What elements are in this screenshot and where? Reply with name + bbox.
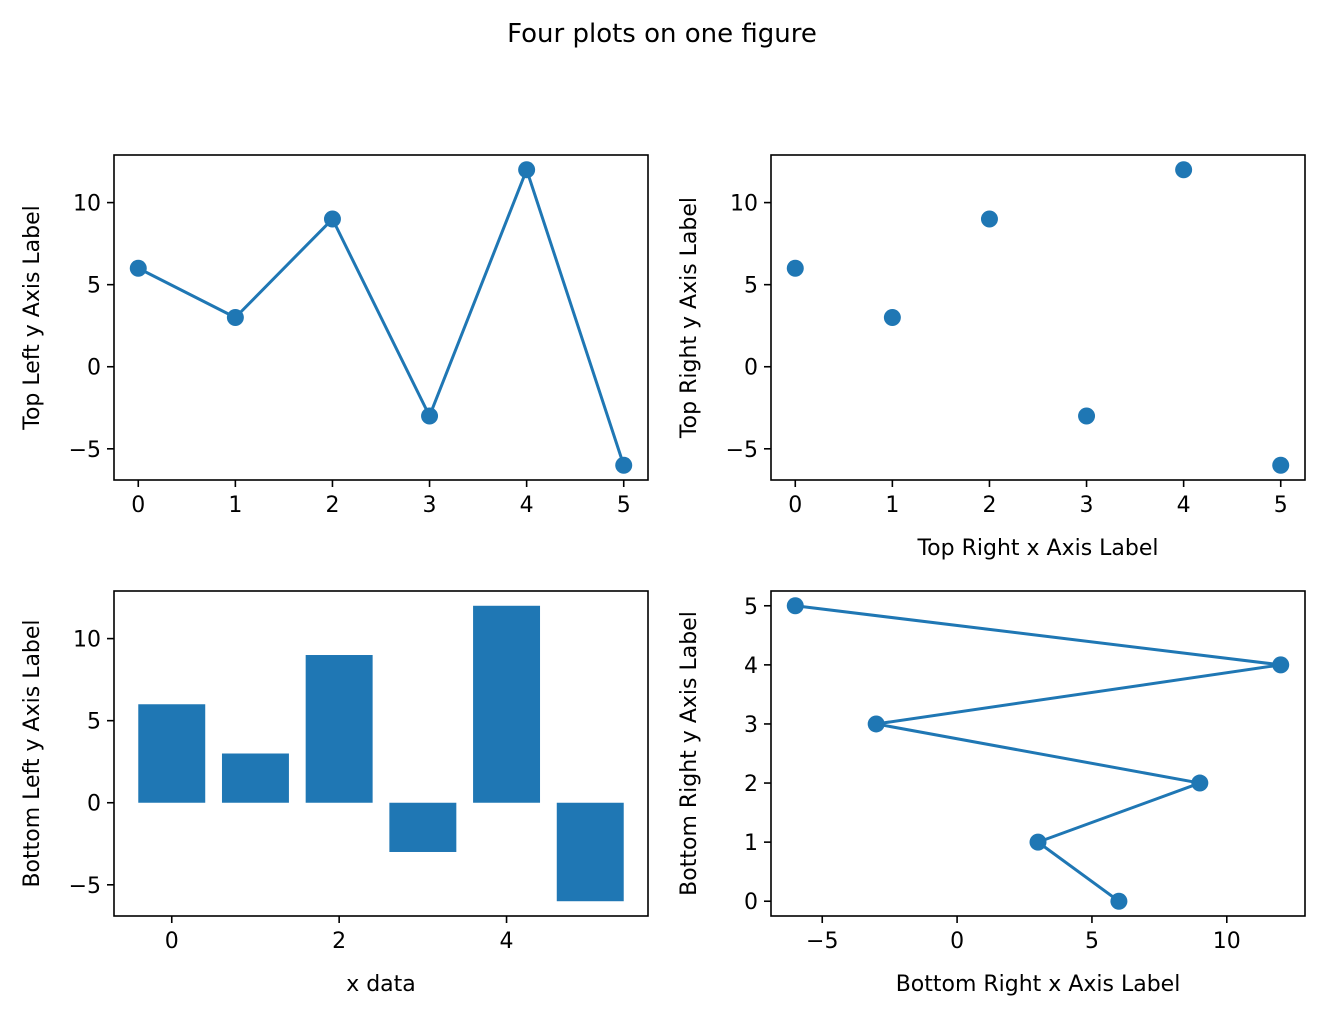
y-tick-label: 5 xyxy=(87,274,101,299)
x-tick-label: 2 xyxy=(982,493,996,518)
data-point-4 xyxy=(1175,161,1193,179)
chart-bottom-right: −5 0 5 10 0 1 2 3 4 5 Bottom Right x Axis Label Bot… xyxy=(677,590,1306,997)
data-point-5 xyxy=(615,456,633,474)
figure-title: Four plots on one figure xyxy=(507,19,817,49)
y-tick-label: 10 xyxy=(73,192,101,217)
x-tick-label: 5 xyxy=(617,493,631,518)
data-point-2 xyxy=(1191,774,1209,792)
bar-2 xyxy=(305,655,373,803)
data-point-0 xyxy=(786,259,804,277)
y-tick-label: −5 xyxy=(69,874,101,899)
y-tick-label: 2 xyxy=(744,772,758,797)
y-tick-label: 1 xyxy=(744,831,758,856)
x-tick-label: 0 xyxy=(788,493,802,518)
bar-0 xyxy=(138,704,206,803)
data-point-1 xyxy=(883,309,901,326)
y-tick-label: 0 xyxy=(87,356,101,381)
y-axis-label: Bottom Right y Axis Label xyxy=(677,611,702,896)
data-point-4 xyxy=(518,161,536,179)
axes-frame xyxy=(770,590,1306,917)
y-tick-label: 5 xyxy=(744,595,758,620)
y-tick-label: 0 xyxy=(744,356,758,381)
axes-frame xyxy=(113,590,649,917)
bar-1 xyxy=(221,753,289,803)
chart-bottom-left: 0 2 4 −5 0 5 10 x data Bottom Left y Axis Label xyxy=(20,590,649,997)
y-tick-label: −5 xyxy=(726,438,758,463)
bar-5 xyxy=(556,802,624,902)
x-axis-label: Bottom Right x Axis Label xyxy=(896,972,1181,997)
data-point-4 xyxy=(1272,656,1290,674)
y-tick-label: 5 xyxy=(744,274,758,299)
x-tick-label: 1 xyxy=(885,493,899,518)
y-axis-label: Bottom Left y Axis Label xyxy=(20,619,45,887)
series-line xyxy=(137,168,626,466)
data-point-5 xyxy=(786,597,804,615)
data-point-5 xyxy=(1272,456,1290,474)
data-point-0 xyxy=(1110,892,1128,910)
y-tick-label: 0 xyxy=(744,890,758,915)
x-tick-label: 4 xyxy=(500,929,514,954)
y-tick-label: 10 xyxy=(730,192,758,217)
axes-frame xyxy=(113,154,649,481)
x-tick-label: 2 xyxy=(325,493,339,518)
x-tick-label: 0 xyxy=(950,929,964,954)
data-point-3 xyxy=(421,407,439,425)
y-tick-label: −5 xyxy=(69,438,101,463)
y-tick-label: 5 xyxy=(87,710,101,735)
y-tick-label: 0 xyxy=(87,792,101,817)
y-axis-label: Top Right y Axis Label xyxy=(677,197,702,439)
x-tick-label: 3 xyxy=(423,493,437,518)
x-tick-label: 0 xyxy=(165,929,179,954)
x-tick-label: 1 xyxy=(228,493,242,518)
chart-top-left: 0 1 2 3 4 5 −5 0 5 10 Top Left y Axis Label xyxy=(20,154,649,518)
data-point-3 xyxy=(867,715,885,733)
y-axis-label: Top Left y Axis Label xyxy=(20,205,45,431)
x-tick-label: 4 xyxy=(1177,493,1191,518)
y-tick-label: 4 xyxy=(744,654,758,679)
data-point-2 xyxy=(323,210,341,228)
bar-4 xyxy=(473,605,541,803)
bar-3 xyxy=(389,802,457,852)
x-tick-label: 5 xyxy=(1274,493,1288,518)
data-point-1 xyxy=(1029,833,1047,851)
data-point-3 xyxy=(1078,407,1096,425)
data-point-2 xyxy=(980,210,998,228)
axes-frame xyxy=(770,154,1306,481)
y-tick-label: 3 xyxy=(744,713,758,738)
x-axis-label: x data xyxy=(346,972,416,997)
chart-top-right: 0 1 2 3 4 5 −5 0 5 10 Top Right x Axis Label Top Ri… xyxy=(677,154,1306,561)
x-tick-label: 0 xyxy=(131,493,145,518)
x-tick-label: 2 xyxy=(332,929,346,954)
data-point-1 xyxy=(226,309,244,326)
x-axis-label: Top Right x Axis Label xyxy=(916,536,1158,561)
x-tick-label: 4 xyxy=(520,493,534,518)
x-tick-label: −5 xyxy=(806,929,838,954)
data-point-0 xyxy=(129,259,147,277)
x-tick-label: 3 xyxy=(1080,493,1094,518)
series-line xyxy=(795,604,1283,903)
x-tick-label: 10 xyxy=(1213,929,1241,954)
x-tick-label: 5 xyxy=(1085,929,1099,954)
y-tick-label: 10 xyxy=(73,628,101,653)
